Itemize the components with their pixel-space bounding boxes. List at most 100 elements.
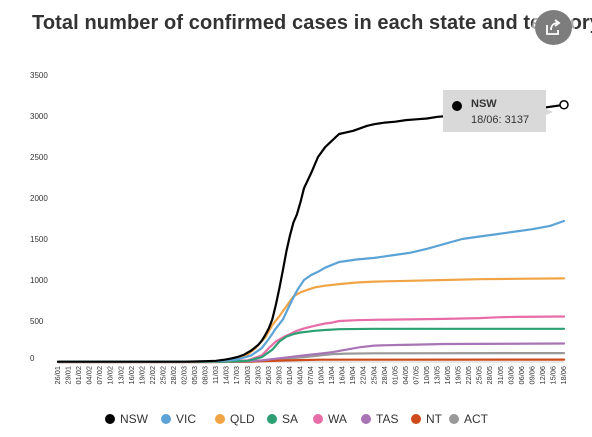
x-tick-label: 23/03 bbox=[253, 366, 262, 385]
share-button[interactable] bbox=[535, 10, 572, 45]
legend-marker bbox=[411, 414, 421, 424]
series-line-sa bbox=[56, 327, 566, 363]
x-tick-label: 06/06 bbox=[517, 366, 526, 385]
series-line-wa bbox=[56, 315, 566, 363]
legend-label: TAS bbox=[376, 412, 398, 426]
x-tick-label: 22/05 bbox=[464, 366, 473, 385]
y-tick-label: 2000 bbox=[30, 194, 48, 203]
legend-item-wa[interactable]: WA bbox=[313, 412, 347, 426]
x-tick-label: 05/03 bbox=[190, 366, 199, 385]
x-tick-label: 31/05 bbox=[496, 366, 505, 385]
highlighted-point[interactable] bbox=[559, 100, 569, 110]
x-tick-label: 19/04 bbox=[348, 366, 357, 385]
x-tick-label: 22/02 bbox=[148, 366, 157, 385]
y-tick-label: 500 bbox=[30, 317, 44, 326]
x-tick-label: 19/05 bbox=[454, 366, 463, 385]
legend-marker bbox=[161, 414, 171, 424]
legend-marker bbox=[105, 414, 115, 424]
legend-item-sa[interactable]: SA bbox=[267, 412, 298, 426]
legend-marker bbox=[215, 414, 225, 424]
legend-marker bbox=[313, 414, 323, 424]
x-tick-label: 17/03 bbox=[232, 366, 241, 385]
x-tick-label: 29/03 bbox=[274, 366, 283, 385]
x-tick-label: 03/06 bbox=[506, 366, 515, 385]
x-tick-label: 22/04 bbox=[359, 366, 368, 385]
x-tick-label: 15/06 bbox=[548, 366, 557, 385]
legend-label: WA bbox=[328, 412, 347, 426]
legend-label: NSW bbox=[120, 412, 149, 426]
legend-marker bbox=[267, 414, 277, 424]
x-tick-label: 25/02 bbox=[158, 366, 167, 385]
x-tick-label: 25/04 bbox=[369, 366, 378, 385]
x-tick-label: 16/05 bbox=[443, 366, 452, 385]
x-tick-label: 25/05 bbox=[475, 366, 484, 385]
legend-label: VIC bbox=[176, 412, 196, 426]
x-tick-label: 19/02 bbox=[137, 366, 146, 385]
y-tick-label: 1500 bbox=[30, 235, 48, 244]
x-tick-label: 08/03 bbox=[201, 366, 210, 385]
x-tick-label: 10/04 bbox=[317, 366, 326, 385]
x-tick-label: 01/04 bbox=[285, 366, 294, 385]
legend-marker bbox=[361, 414, 371, 424]
series-line-vic bbox=[56, 219, 566, 363]
legend-marker bbox=[449, 414, 459, 424]
legend-item-qld[interactable]: QLD bbox=[215, 412, 255, 426]
chart-title: Total number of confirmed cases in each … bbox=[32, 12, 592, 34]
y-tick-label: 3000 bbox=[30, 112, 48, 121]
x-tick-label: 28/05 bbox=[485, 366, 494, 385]
x-tick-label: 10/05 bbox=[422, 366, 431, 385]
y-tick-label: 3500 bbox=[30, 71, 48, 80]
x-tick-label: 11/03 bbox=[211, 366, 220, 384]
y-tick-label: 2500 bbox=[30, 153, 48, 162]
y-axis: 0 500 1000 1500 2000 2500 3000 3500 bbox=[30, 71, 48, 363]
x-tick-label: 07/02 bbox=[95, 366, 104, 385]
legend-item-nsw[interactable]: NSW bbox=[105, 412, 149, 426]
x-tick-label: 01/02 bbox=[74, 366, 83, 385]
series-lines bbox=[56, 103, 566, 364]
x-tick-label: 14/03 bbox=[222, 366, 231, 385]
x-tick-label: 07/04 bbox=[306, 366, 315, 385]
x-tick-label: 12/06 bbox=[538, 366, 547, 385]
series-line-qld bbox=[56, 277, 566, 363]
x-tick-label: 13/05 bbox=[433, 366, 442, 385]
legend-label: ACT bbox=[464, 412, 489, 426]
x-tick-label: 09/06 bbox=[527, 366, 536, 385]
legend-item-vic[interactable]: VIC bbox=[161, 412, 196, 426]
legend-item-tas[interactable]: TAS bbox=[361, 412, 398, 426]
x-tick-label: 16/02 bbox=[127, 366, 136, 385]
x-tick-label: 07/05 bbox=[411, 366, 420, 385]
x-tick-label: 26/03 bbox=[264, 366, 273, 385]
legend-label: QLD bbox=[230, 412, 255, 426]
tooltip-series: NSW bbox=[471, 98, 497, 110]
x-tick-label: 20/03 bbox=[243, 366, 252, 385]
share-icon bbox=[546, 19, 561, 35]
tooltip-value: 18/06: 3137 bbox=[471, 114, 529, 126]
legend-label: SA bbox=[282, 412, 298, 426]
x-tick-label: 28/02 bbox=[169, 366, 178, 385]
series-line-nsw bbox=[56, 103, 566, 363]
legend-item-nt[interactable]: NT bbox=[411, 412, 443, 426]
x-tick-label: 13/04 bbox=[327, 366, 336, 385]
tooltip: NSW 18/06: 3137 bbox=[443, 90, 569, 132]
x-tick-label: 01/05 bbox=[390, 366, 399, 385]
x-tick-label: 02/03 bbox=[180, 366, 189, 385]
y-tick-label: 1000 bbox=[30, 276, 48, 285]
x-tick-label: 18/06 bbox=[559, 366, 568, 385]
x-axis: 26/01 29/01 01/02 04/02 07/02 10/02 13/02 16/02… bbox=[53, 361, 568, 385]
x-tick-label: 29/01 bbox=[64, 366, 73, 385]
x-tick-label: 10/02 bbox=[106, 366, 115, 385]
x-tick-label: 16/04 bbox=[338, 366, 347, 385]
x-tick-label: 04/05 bbox=[401, 366, 410, 385]
x-tick-label: 13/02 bbox=[116, 366, 125, 385]
legend-label: NT bbox=[426, 412, 443, 426]
legend-item-act[interactable]: ACT bbox=[449, 412, 489, 426]
x-tick-label: 04/04 bbox=[295, 366, 304, 385]
x-tick-label: 04/02 bbox=[85, 366, 94, 385]
y-tick-label: 0 bbox=[30, 354, 35, 363]
x-tick-label: 26/01 bbox=[53, 366, 62, 385]
tooltip-box bbox=[443, 90, 553, 132]
x-tick-label: 28/04 bbox=[380, 366, 389, 385]
legend[interactable]: NSW VIC QLD SA WA TAS NT ACT bbox=[105, 412, 489, 426]
tooltip-marker bbox=[452, 101, 462, 111]
